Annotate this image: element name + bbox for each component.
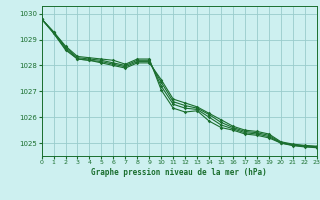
X-axis label: Graphe pression niveau de la mer (hPa): Graphe pression niveau de la mer (hPa) xyxy=(91,168,267,177)
